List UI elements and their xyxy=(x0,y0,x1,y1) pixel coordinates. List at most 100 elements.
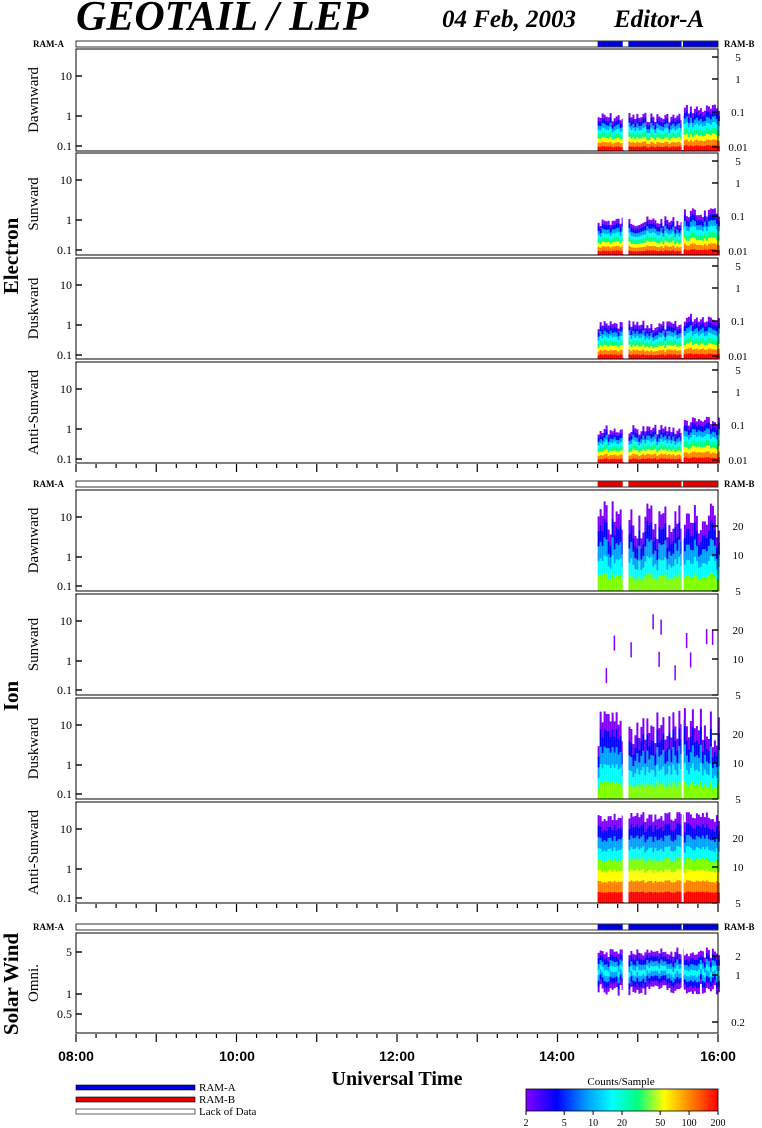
spectrogram-cell xyxy=(650,505,653,524)
spectrogram-cell xyxy=(680,784,683,800)
spectrogram-cell xyxy=(701,447,704,454)
spectrogram-cell xyxy=(630,439,633,445)
spectrogram-cell xyxy=(615,138,618,143)
spectrogram-cell xyxy=(709,343,712,350)
spectrogram-cell xyxy=(668,129,671,134)
spectrogram-cell xyxy=(666,847,669,859)
spectrogram-cell xyxy=(605,250,608,256)
spectrogram-cell xyxy=(615,543,618,560)
spectrogram-cell xyxy=(638,354,641,360)
spectrogram-cell xyxy=(687,986,690,993)
spectrogram-cell xyxy=(707,849,710,861)
spectrogram-cell xyxy=(650,136,653,143)
spectrogram-cell xyxy=(664,115,667,121)
spectrogram-cell xyxy=(621,972,624,979)
spectrogram-cell xyxy=(619,147,622,152)
spectrogram-cell xyxy=(697,533,700,546)
spectrogram-cell xyxy=(613,220,616,226)
spectrogram-cell xyxy=(650,450,653,456)
spectrogram-cell xyxy=(705,970,708,977)
spectrogram-cell xyxy=(689,969,692,976)
spectrogram-cell xyxy=(672,440,675,446)
mode-label-right: RAM-B xyxy=(724,922,755,932)
spectrogram-cell xyxy=(717,428,720,436)
spectrogram-cell xyxy=(656,950,659,957)
spectrogram-cell xyxy=(660,965,663,972)
spectrogram-cell xyxy=(650,880,653,893)
spectrogram-cell xyxy=(640,459,643,464)
spectrogram-cell xyxy=(697,215,700,221)
spectrogram-cell xyxy=(711,788,714,800)
spectrogram-cell xyxy=(670,129,673,135)
spectrogram-cell xyxy=(611,220,614,226)
spectrogram-cell xyxy=(615,432,618,437)
spectrogram-cell xyxy=(713,225,716,233)
spectrogram-cell xyxy=(599,837,602,850)
spectrogram-cell xyxy=(607,455,610,460)
spectrogram-cell xyxy=(638,970,641,977)
spectrogram-cell xyxy=(670,980,673,987)
spectrogram-cell xyxy=(662,861,665,873)
spectrogram-cell xyxy=(687,327,690,334)
spectrogram-cell xyxy=(632,251,635,256)
spectrogram-cell xyxy=(697,354,700,360)
spectrogram-cell xyxy=(607,325,610,331)
spectrogram-cell xyxy=(640,247,643,252)
spectrogram-cell xyxy=(680,131,683,137)
spectrogram-cell xyxy=(609,767,612,784)
spectrogram-cell xyxy=(685,431,688,438)
spectrogram-cell xyxy=(603,114,606,120)
panel-label: Duskward xyxy=(26,277,42,339)
spectrogram-cell xyxy=(597,438,600,443)
spectrogram-cell xyxy=(607,125,610,131)
y-tick-label-right: 0.2 xyxy=(731,1017,745,1029)
spectrogram-cell xyxy=(699,344,702,350)
spectrogram-cell xyxy=(713,821,716,833)
spectrogram-cell xyxy=(609,430,612,435)
spectrogram-cell xyxy=(711,139,714,146)
spectrogram-cell xyxy=(652,232,655,238)
spectrogram-cell xyxy=(646,975,649,982)
spectrogram-cell xyxy=(628,141,631,147)
y-tick-label-right: 20 xyxy=(733,833,745,845)
spectrogram-cell xyxy=(666,335,669,341)
spectrogram-cell xyxy=(676,142,679,148)
y-tick-label: 0.5 xyxy=(57,1007,72,1021)
y-tick-label-right: 5 xyxy=(735,586,741,598)
colorbar-tick-label: 2 xyxy=(524,1118,529,1128)
spectrogram-cell xyxy=(607,121,610,127)
spectrogram-cell xyxy=(607,957,610,963)
spectrogram-cell xyxy=(670,451,673,456)
spectrogram-cell xyxy=(646,458,649,464)
spectrogram-cell xyxy=(668,326,671,332)
spectrogram-cell xyxy=(660,816,663,828)
spectrogram-cell xyxy=(713,339,716,346)
spectrogram-cell xyxy=(621,138,624,144)
spectrogram-cell xyxy=(709,220,712,227)
spectrogram-cell xyxy=(615,245,618,251)
spectrogram-cell xyxy=(678,113,681,119)
spectrogram-cell xyxy=(660,959,663,966)
colorbar-gradient xyxy=(525,1088,719,1112)
spectrogram-cell xyxy=(691,457,694,464)
spectrogram-cell xyxy=(660,130,663,135)
spectrogram-cell xyxy=(709,243,712,250)
spectrogram-cell xyxy=(619,322,622,328)
spectrogram-cell xyxy=(697,326,700,332)
spectrogram-cell xyxy=(607,731,610,749)
spectrogram-cell xyxy=(662,349,665,355)
spectrogram-cell xyxy=(630,956,633,962)
spectrogram-cell xyxy=(717,960,720,967)
spectrogram-cell xyxy=(701,322,704,329)
spectrogram-cell xyxy=(603,519,606,538)
spectrogram-cell xyxy=(707,560,710,577)
spectrogram-cell xyxy=(697,125,700,132)
spectrogram-cell xyxy=(687,146,690,152)
spectrogram-cell xyxy=(705,551,708,566)
spectrogram-cell xyxy=(650,113,653,119)
spectrogram-cell xyxy=(648,957,651,964)
spectrogram-cell xyxy=(632,859,635,872)
spectrogram-cell xyxy=(605,133,608,139)
spectrogram-cell xyxy=(685,981,688,988)
spectrogram-cell xyxy=(646,556,649,575)
